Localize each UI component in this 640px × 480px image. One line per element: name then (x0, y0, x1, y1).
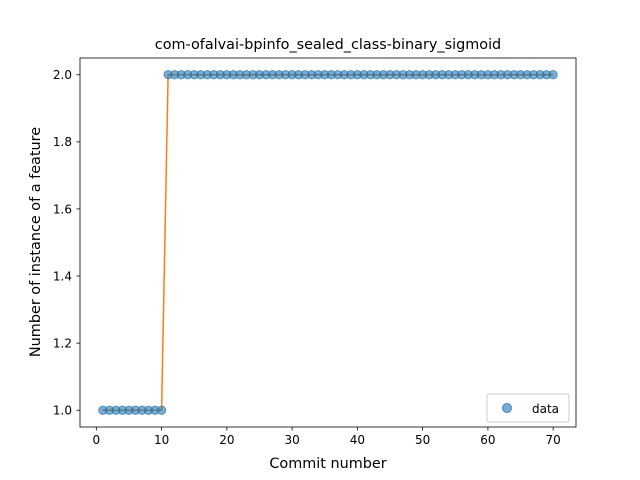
legend-marker (502, 403, 512, 413)
y-axis: 1.0 1.2 1.4 1.6 1.8 2.0 (53, 68, 80, 418)
x-tick-label: 10 (154, 433, 169, 447)
x-tick-label: 40 (350, 433, 365, 447)
x-tick-label: 60 (480, 433, 495, 447)
legend-label: data (532, 402, 559, 416)
x-tick-label: 0 (92, 433, 100, 447)
y-tick-label: 1.2 (53, 336, 72, 350)
x-tick-label: 30 (284, 433, 299, 447)
x-tick-label: 70 (546, 433, 561, 447)
y-tick-label: 1.6 (53, 202, 72, 216)
legend-box (486, 393, 570, 423)
y-tick-label: 1.8 (53, 135, 72, 149)
fit-line (102, 74, 554, 411)
x-axis-label: Commit number (269, 456, 386, 472)
plot-frame (79, 57, 577, 428)
x-tick-label: 20 (219, 433, 234, 447)
y-axis-label: Number of instance of a feature (28, 127, 44, 357)
y-tick-label: 1.0 (53, 404, 72, 418)
plot-area (79, 57, 577, 428)
x-axis: 0 10 20 30 40 50 60 70 (92, 427, 561, 447)
y-tick-label: 1.4 (53, 269, 72, 283)
data-point (548, 70, 558, 80)
x-tick-label: 50 (415, 433, 430, 447)
y-tick-label: 2.0 (53, 68, 72, 82)
legend: data (486, 393, 570, 423)
data-point (156, 405, 167, 415)
chart-title: com-ofalvai-bpinfo_sealed_class-binary_s… (155, 37, 501, 53)
